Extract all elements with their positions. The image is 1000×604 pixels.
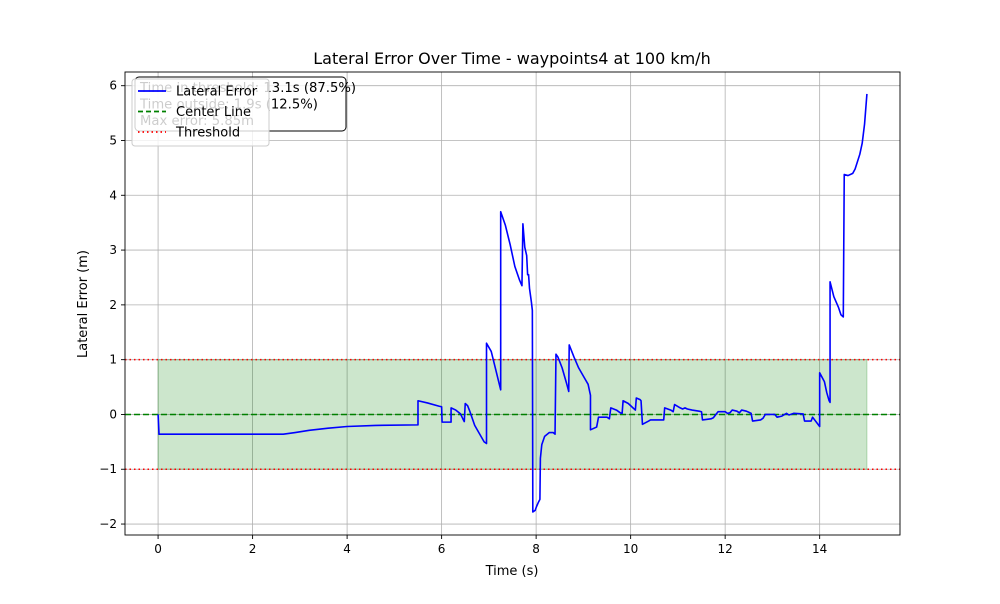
x-tick-label: 10 [623,542,638,556]
plot-frame [124,71,901,536]
chart-title: Lateral Error Over Time - waypoints4 at … [313,49,710,68]
x-tick-label: 0 [154,542,162,556]
y-axis-label: Lateral Error (m) [76,250,91,358]
x-tick-label: 8 [532,542,540,556]
y-tick-label: 1 [109,353,117,367]
x-tick-label: 14 [812,542,827,556]
x-tick-label: 2 [249,542,257,556]
legend-label: Threshold [175,126,240,141]
y-tick-label: 0 [109,407,117,421]
x-tick-label: 4 [343,542,351,556]
legend-box [131,78,270,147]
x-axis-label: Time (s) [485,564,539,579]
series-line [157,93,868,513]
legend-label: Lateral Error [176,85,258,100]
y-tick-label: 6 [109,79,117,93]
y-tick-label: 3 [109,243,117,257]
x-tick-label: 12 [718,542,733,556]
y-tick-label: 5 [109,133,117,147]
legend-label: Center Line [176,105,251,120]
y-tick-label: −2 [99,517,117,531]
y-tick-label: 2 [109,298,117,312]
x-tick-label: 6 [438,542,446,556]
y-tick-label: 4 [109,188,117,202]
y-tick-label: −1 [99,462,117,476]
